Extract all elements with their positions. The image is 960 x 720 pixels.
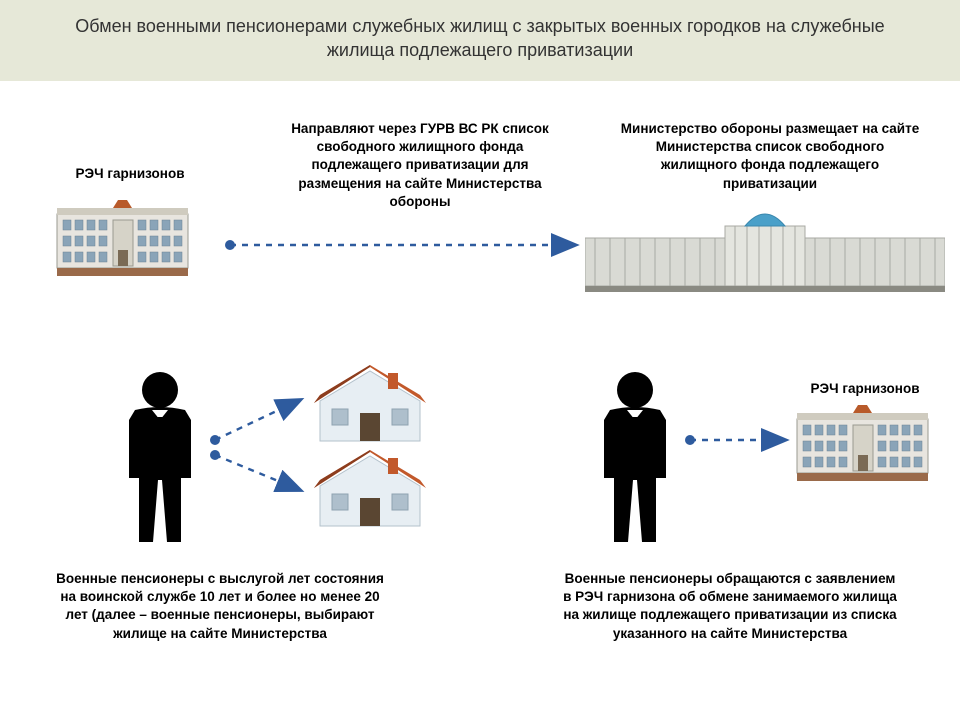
arrow-person-house-bottom [215,455,300,490]
arrow-person-house-top [215,400,300,440]
arrows-layer [0,0,960,720]
